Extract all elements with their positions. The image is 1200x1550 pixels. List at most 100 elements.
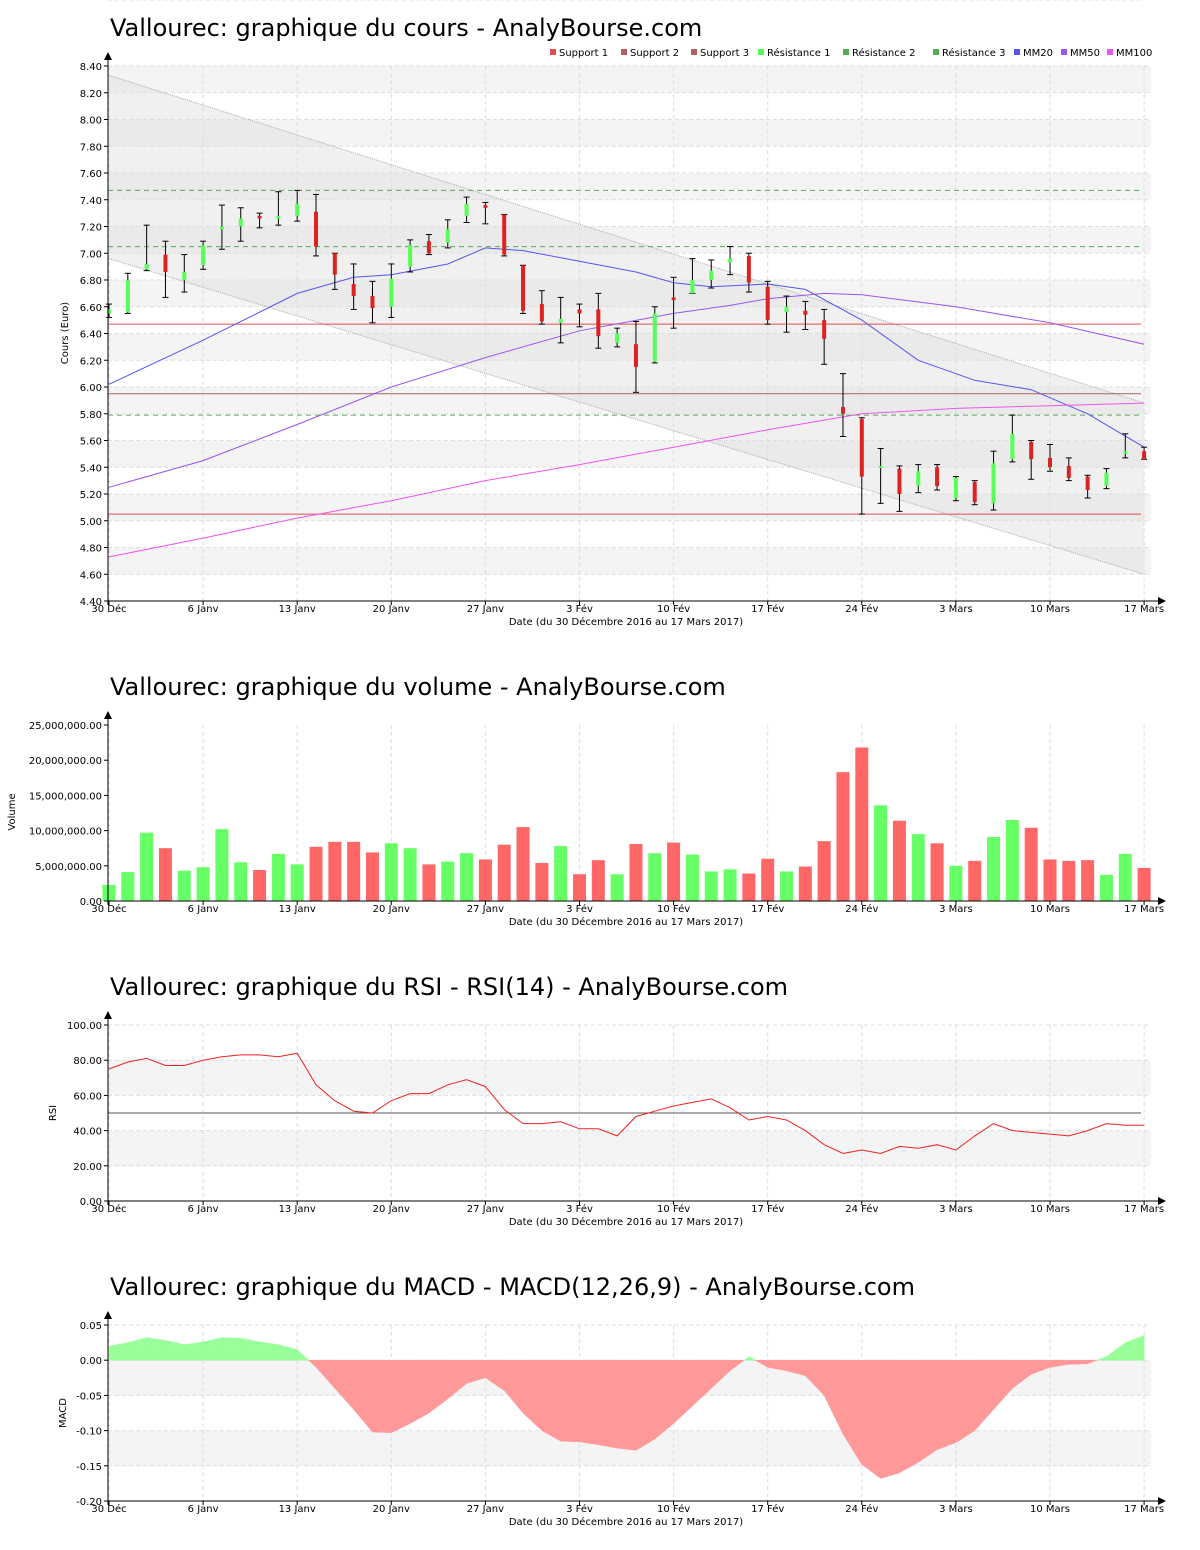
macd-segment (635, 1359, 656, 1451)
x-axis-arrow (1158, 897, 1166, 905)
candle (407, 239, 414, 273)
macd-segment (729, 1359, 745, 1372)
volume-bar (158, 848, 172, 901)
volume-bar (761, 858, 775, 901)
macd-segment (278, 1344, 298, 1361)
x-tick-label: 17 Fév (751, 603, 784, 615)
candle (952, 476, 959, 502)
y-tick-label: 10,000,000.00 (29, 827, 102, 838)
volume-bar (685, 854, 699, 901)
volume-bar (384, 843, 398, 901)
candle (538, 290, 545, 325)
grid-band (108, 494, 1151, 521)
mm20-line (108, 247, 1145, 448)
x-tick-label: 20 Janv (373, 1204, 410, 1215)
y-tick-label: 7.20 (80, 223, 102, 234)
legend-swatch (933, 49, 939, 55)
x-tick-label: 20 Janv (373, 904, 410, 915)
x-tick-label: 30 Déc (91, 1503, 126, 1515)
x-tick-label: 6 Janv (188, 1504, 219, 1515)
legend-label: Résistance 2 (852, 47, 915, 59)
y-tick-label: 7.40 (80, 196, 102, 207)
volume-bar (1062, 860, 1076, 901)
candle (463, 196, 470, 223)
x-tick-label: 3 Mars (939, 904, 973, 915)
volume-bar (1118, 853, 1132, 901)
legend-label: Support 1 (559, 48, 608, 59)
y-tick-label: 20,000,000.00 (29, 756, 102, 767)
rsi-chart-title: Vallourec: graphique du RSI - RSI(14) - … (110, 973, 788, 1001)
candle-body (784, 306, 789, 313)
candle (425, 234, 432, 256)
candle (1103, 468, 1110, 490)
grid-band (108, 1130, 1151, 1166)
candle-body (765, 286, 770, 321)
macd-segment (1096, 1356, 1107, 1361)
grid-band (108, 547, 1151, 575)
volume-bar (648, 853, 662, 901)
x-tick-label: 10 Mars (1030, 1504, 1070, 1515)
macd-segment (391, 1359, 411, 1434)
y-tick-label: 6.20 (80, 356, 102, 367)
candle (237, 207, 244, 242)
x-tick-label: 10 Mars (1030, 604, 1070, 615)
candle-body (803, 310, 808, 315)
macd-axes: -0.20 -0.15 -0.10 -0.05 0.00 0.05 30 Déc 6 Janv… (76, 1311, 1166, 1515)
x-axis-arrow (1158, 1197, 1166, 1205)
y-tick-label: 8.00 (80, 116, 102, 127)
candle-body (878, 465, 883, 468)
macd-segment (503, 1359, 524, 1414)
y-tick-label: 0.00 (80, 1197, 102, 1208)
x-tick-label: 13 Janv (279, 604, 316, 615)
candle-body (1066, 465, 1071, 478)
candle-body (389, 278, 394, 307)
x-tick-label: 30 Déc (91, 603, 126, 615)
volume-bar (1005, 820, 1019, 901)
candle-body (728, 258, 733, 263)
candle-body (746, 255, 751, 283)
macd-segment (1087, 1359, 1098, 1365)
candle (106, 303, 112, 318)
candle (595, 292, 602, 349)
candle (256, 212, 263, 229)
x-tick-label: 3 Fév (566, 1503, 593, 1515)
x-tick-label: 10 Fév (657, 603, 690, 615)
legend-swatch (758, 49, 764, 55)
y-tick-label: -0.10 (76, 1427, 102, 1438)
volume-bar (271, 853, 285, 901)
candle (557, 296, 564, 344)
x-tick-label: 17 Fév (751, 1503, 784, 1515)
x-tick-label: 10 Mars (1030, 904, 1070, 915)
grid-band (108, 173, 1151, 200)
volume-bar (516, 827, 530, 901)
candle-body (464, 203, 469, 216)
candle (971, 480, 978, 506)
macd-segment (372, 1359, 392, 1433)
grid-band (108, 440, 1151, 468)
x-tick-label: 27 Janv (467, 604, 504, 615)
macd-segment (296, 1349, 310, 1361)
grid-band (108, 226, 1151, 254)
y-tick-label: 0.05 (80, 1321, 102, 1332)
candle (124, 272, 131, 314)
volume-bar (949, 865, 963, 901)
macd-segment (259, 1341, 279, 1361)
moving-averages (108, 247, 1145, 558)
x-tick-label: 6 Janv (188, 904, 219, 915)
volume-bar (798, 866, 812, 901)
mm50-line (108, 292, 1145, 488)
candle-body (163, 254, 168, 272)
legend-label: MM20 (1023, 48, 1053, 59)
x-tick-label: 17 Mars (1124, 604, 1164, 615)
legend-swatch (550, 49, 556, 55)
macd-segment (899, 1359, 919, 1474)
x-tick-label: 24 Fév (845, 1503, 878, 1515)
volume-bar (365, 852, 379, 901)
candle-body (332, 253, 337, 275)
candle (1141, 446, 1148, 460)
y-tick-label: 60.00 (73, 1091, 102, 1102)
macd-segment (108, 1342, 129, 1361)
candle (520, 264, 527, 314)
candle (1047, 444, 1053, 472)
